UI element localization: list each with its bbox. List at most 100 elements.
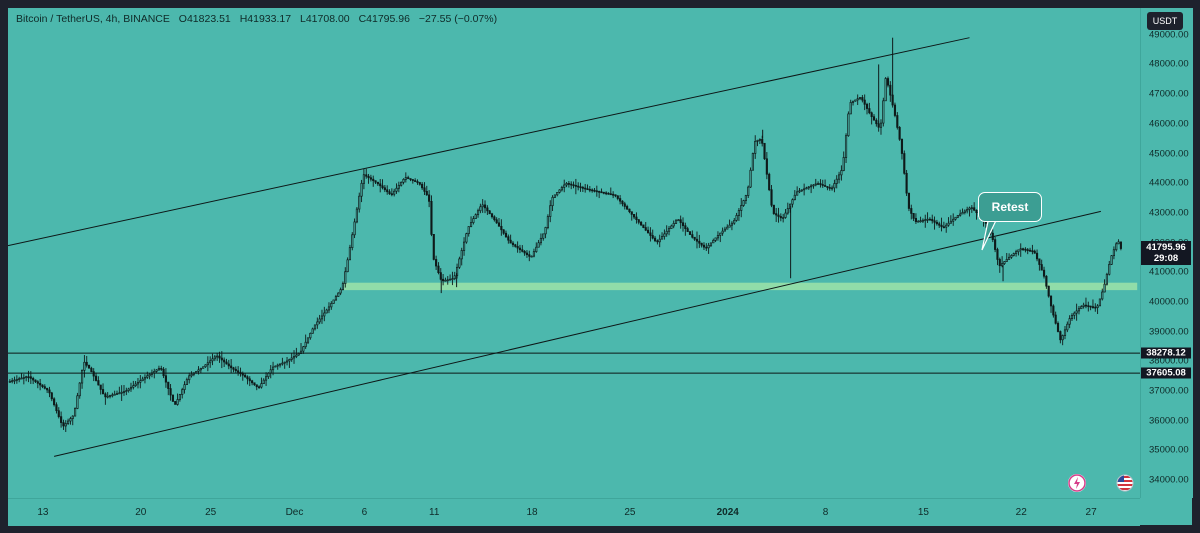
candle-body xyxy=(404,177,407,180)
candle-body xyxy=(1049,295,1053,307)
candle-body xyxy=(493,216,496,221)
candle-body xyxy=(507,236,510,241)
candle-body xyxy=(111,394,114,397)
candle-body xyxy=(791,199,794,205)
candle-body xyxy=(779,216,782,219)
candle-body xyxy=(579,186,582,189)
candle-body xyxy=(255,384,258,388)
candle-body xyxy=(435,259,438,267)
candle-body xyxy=(48,389,51,394)
candle-body xyxy=(476,210,480,216)
price-tick-label: 34000.00 xyxy=(1149,474,1189,486)
candle-body xyxy=(474,214,477,220)
time-axis[interactable]: 13 20 25 Dec 6 11 18 25 2024 8 15 22 27 xyxy=(8,498,1140,526)
candle-body xyxy=(756,139,759,142)
candle-body xyxy=(574,185,577,187)
time-tick-label: 13 xyxy=(37,507,49,518)
candle-body xyxy=(679,219,682,224)
candle-body xyxy=(490,213,494,218)
candle-body xyxy=(442,278,445,282)
candle-body xyxy=(910,208,913,214)
candle-body xyxy=(805,187,808,190)
candle-body xyxy=(127,388,130,391)
candle-body xyxy=(686,228,689,232)
candle-body xyxy=(292,356,296,359)
candle-body xyxy=(975,209,978,214)
price-chart[interactable] xyxy=(8,8,1140,498)
candle-body xyxy=(598,190,601,193)
candle-body xyxy=(209,360,212,364)
candle-body xyxy=(963,210,966,213)
change-value: −27.55 (−0.07%) xyxy=(418,13,498,25)
candle-body xyxy=(702,244,706,248)
candle-body xyxy=(393,190,396,195)
candle-body xyxy=(935,221,938,225)
candle-body xyxy=(709,242,713,246)
candle-body xyxy=(87,364,91,369)
price-axis[interactable]: USDT 34000.00 35000.00 36000.00 37000.00 380… xyxy=(1140,8,1193,498)
candle-body xyxy=(62,422,65,427)
candle-body xyxy=(723,228,727,232)
candle-body xyxy=(1112,249,1115,257)
candle-body xyxy=(320,315,324,320)
candle-body xyxy=(80,369,84,384)
candle-body xyxy=(1059,331,1062,341)
candle-body xyxy=(903,153,906,174)
plot-area[interactable]: Bitcoin / TetherUS, 4h, BINANCE O41823.5… xyxy=(8,8,1140,498)
candle-body xyxy=(50,392,53,400)
candle-body xyxy=(488,210,491,215)
candle-body xyxy=(34,379,37,383)
candle-body xyxy=(341,283,345,290)
candle-body xyxy=(1056,322,1060,332)
candle-body xyxy=(842,157,845,171)
candle-body xyxy=(346,259,349,273)
candle-body xyxy=(530,255,533,258)
candle-body xyxy=(339,289,342,294)
candle-body xyxy=(232,367,235,370)
candle-body xyxy=(1052,305,1055,316)
candle-body xyxy=(55,404,58,412)
candle-body xyxy=(751,153,754,171)
candle-body xyxy=(39,382,42,386)
candle-body xyxy=(1033,250,1036,254)
candle-body xyxy=(532,251,536,257)
candle-body xyxy=(467,226,470,234)
lightning-icon[interactable] xyxy=(1068,474,1086,492)
candle-body xyxy=(926,218,929,221)
candle-body xyxy=(351,234,354,249)
candle-body xyxy=(274,365,277,368)
price-tick-label: 35000.00 xyxy=(1149,444,1189,456)
currency-button[interactable]: USDT xyxy=(1147,12,1183,30)
candle-body xyxy=(400,181,403,186)
time-tick-label: 27 xyxy=(1085,507,1097,518)
candle-body xyxy=(523,251,526,254)
candle-body xyxy=(844,135,848,158)
candle-body xyxy=(71,415,74,419)
level-upper-label: 38278.12 xyxy=(1141,347,1191,359)
us-flag-icon[interactable] xyxy=(1116,474,1134,492)
candle-body xyxy=(684,225,687,229)
candle-body xyxy=(153,370,156,374)
candle-body xyxy=(968,207,971,210)
candle-body xyxy=(777,214,780,217)
candle-body xyxy=(411,179,414,181)
candle-body xyxy=(966,209,969,212)
candle-body xyxy=(814,183,817,186)
candle-body xyxy=(619,198,622,202)
candle-body xyxy=(919,220,922,223)
candle-body xyxy=(397,184,400,189)
candle-body xyxy=(511,242,515,246)
candle-body xyxy=(896,115,899,128)
candle-body xyxy=(898,127,901,140)
candle-body xyxy=(69,418,72,422)
candle-body xyxy=(358,195,361,210)
candle-body xyxy=(660,236,664,240)
candle-body xyxy=(99,384,102,390)
price-tick-label: 38000.00 xyxy=(1149,355,1189,367)
candle-body xyxy=(1103,283,1106,293)
candle-body xyxy=(726,226,729,230)
candle-body xyxy=(633,214,636,218)
candle-body xyxy=(337,292,340,297)
candle-body xyxy=(500,225,503,231)
candle-body xyxy=(656,240,659,243)
